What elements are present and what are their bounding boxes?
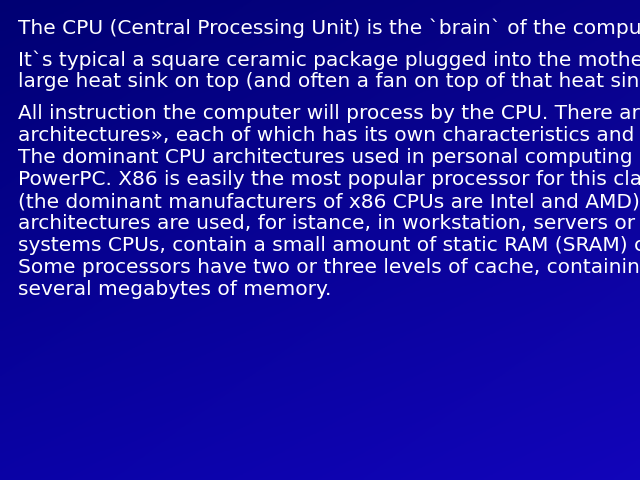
Text: systems CPUs, contain a small amount of static RAM (SRAM) called a cache.: systems CPUs, contain a small amount of … bbox=[18, 236, 640, 255]
Text: It`s typical a square ceramic package plugged into the motherboard, with a: It`s typical a square ceramic package pl… bbox=[18, 50, 640, 70]
Text: Some processors have two or three levels of cache, containing as much as: Some processors have two or three levels… bbox=[18, 258, 640, 277]
Text: The dominant CPU architectures used in personal computing are x86 and: The dominant CPU architectures used in p… bbox=[18, 148, 640, 167]
Text: (the dominant manufacturers of x86 CPUs are Intel and AMD). The other: (the dominant manufacturers of x86 CPUs … bbox=[18, 192, 640, 211]
Text: All instruction the computer will process by the CPU. There are many «CPU: All instruction the computer will proces… bbox=[18, 104, 640, 123]
Text: architectures are used, for istance, in workstation, servers or embedded: architectures are used, for istance, in … bbox=[18, 214, 640, 233]
Text: PowerPC. X86 is easily the most popular processor for this class of machine: PowerPC. X86 is easily the most popular … bbox=[18, 170, 640, 189]
Text: large heat sink on top (and often a fan on top of that heat sink): large heat sink on top (and often a fan … bbox=[18, 72, 640, 91]
Text: architectures», each of which has its own characteristics and trade-offs.: architectures», each of which has its ow… bbox=[18, 126, 640, 145]
Text: The CPU (Central Processing Unit) is the `brain` of the computer.: The CPU (Central Processing Unit) is the… bbox=[18, 18, 640, 37]
Text: several megabytes of memory.: several megabytes of memory. bbox=[18, 280, 332, 299]
